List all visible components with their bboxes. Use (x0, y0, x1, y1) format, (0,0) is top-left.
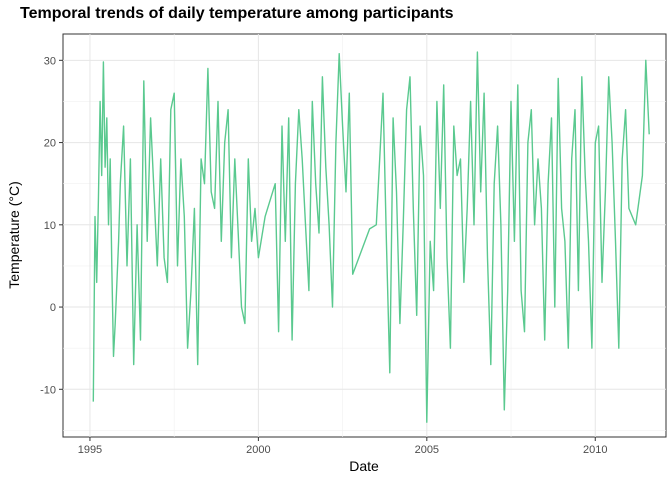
x-tick-label: 2010 (583, 444, 607, 456)
x-tick-label: 2000 (246, 444, 270, 456)
chart-title: Temporal trends of daily temperature amo… (20, 5, 454, 22)
y-tick-label: 30 (44, 55, 56, 67)
x-tick-label: 1995 (78, 444, 102, 456)
plot-panel (62, 33, 667, 438)
y-tick-label: 20 (44, 138, 56, 150)
x-axis-title: Date (349, 458, 379, 474)
y-tick-label: 10 (44, 220, 56, 232)
series-layer (92, 51, 650, 423)
axes: 1995 2000 2005 2010 -10 0 10 20 30 (40, 55, 607, 456)
grid-lines (63, 34, 666, 437)
x-tick-label: 2005 (415, 444, 439, 456)
temperature-series-line (92, 51, 650, 423)
y-axis-title: Temperature (°C) (6, 181, 22, 289)
y-tick-label: 0 (50, 302, 56, 314)
y-tick-label: -10 (40, 384, 56, 396)
